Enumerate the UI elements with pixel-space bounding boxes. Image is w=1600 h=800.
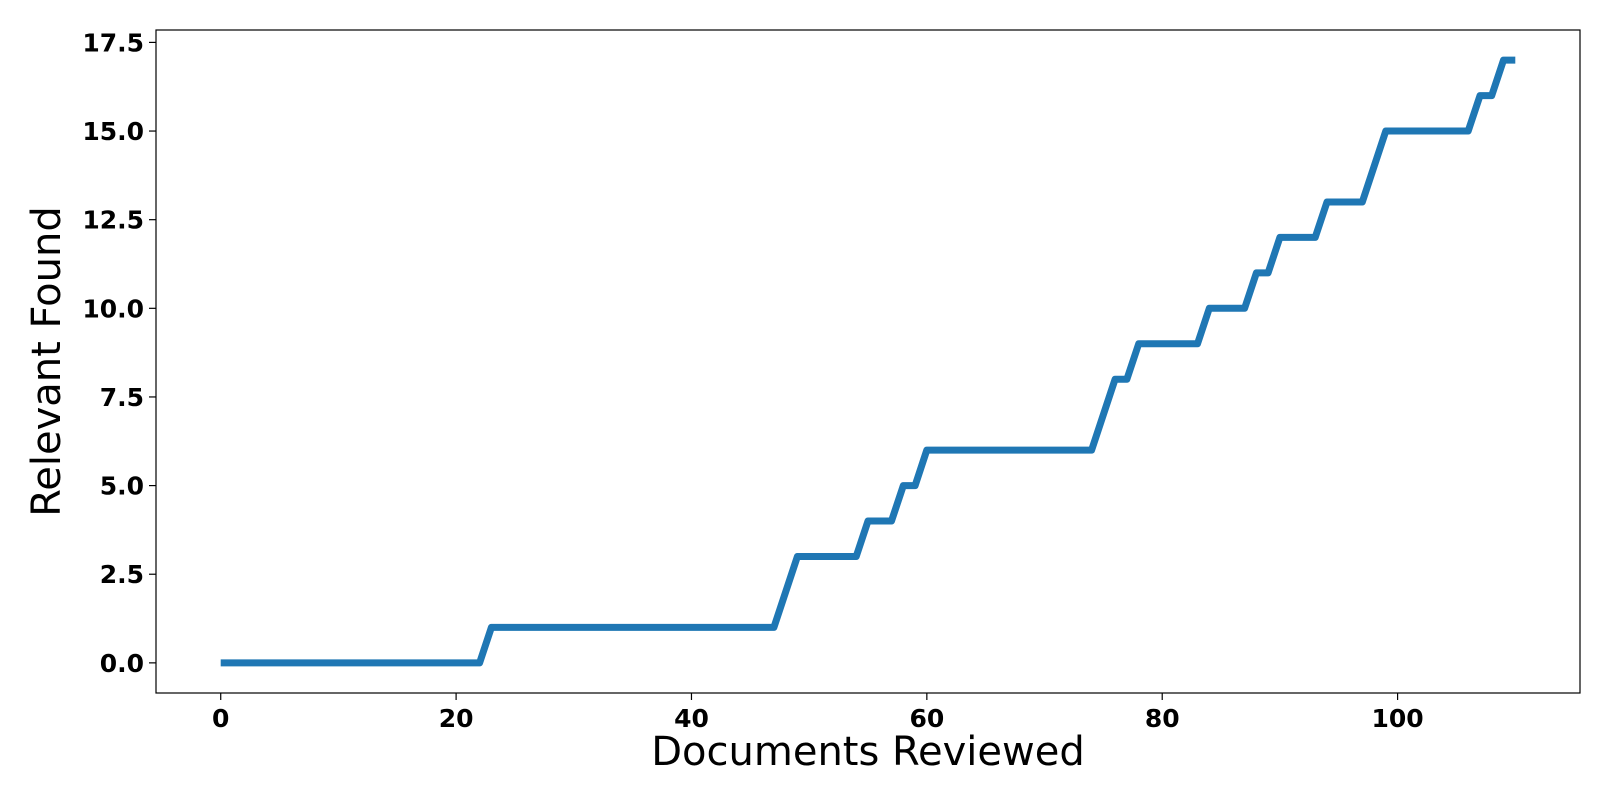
x-axis-ticks: 0 20 40 60 80 100 [212, 693, 1424, 733]
y-tick-label: 15.0 [82, 117, 144, 146]
x-tick-label: 40 [674, 704, 709, 733]
y-axis-ticks: 0.0 2.5 5.0 7.5 10.0 12.5 15.0 17.5 [82, 28, 156, 678]
x-tick-label: 0 [212, 704, 229, 733]
y-axis-label: Relevant Found [24, 206, 70, 516]
x-axis-label: Documents Reviewed [651, 729, 1085, 775]
x-tick-label: 100 [1371, 704, 1423, 733]
y-tick-label: 10.0 [82, 294, 144, 323]
y-tick-label: 2.5 [100, 560, 144, 589]
y-tick-label: 12.5 [82, 206, 144, 235]
x-tick-label: 20 [439, 704, 474, 733]
y-tick-label: 0.0 [100, 649, 144, 678]
plot-frame [155, 29, 1581, 694]
x-tick-label: 60 [909, 704, 944, 733]
y-tick-label: 17.5 [82, 28, 144, 57]
y-tick-label: 7.5 [100, 383, 144, 412]
y-tick-label: 5.0 [100, 472, 144, 501]
series-line-0 [220, 56, 1516, 667]
x-tick-label: 80 [1145, 704, 1180, 733]
series-layer [220, 56, 1516, 667]
